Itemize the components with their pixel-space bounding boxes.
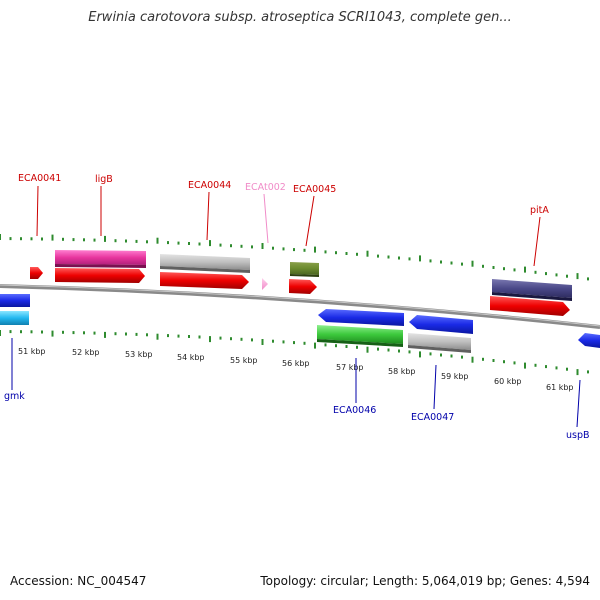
scale-label: 61 kbp xyxy=(546,383,574,392)
gene-label-ECAt002[interactable]: ECAt002 xyxy=(245,182,286,193)
scale-label: 54 kbp xyxy=(177,353,205,362)
scale-label: 52 kbp xyxy=(72,348,100,357)
gene-feature-ECA0047-lower[interactable] xyxy=(408,333,471,353)
gene-label-ECA0047[interactable]: ECA0047 xyxy=(411,412,454,423)
genome-backbone xyxy=(0,284,600,329)
scale-label: 56 kbp xyxy=(282,359,310,368)
inner-scale-ticks xyxy=(0,330,589,376)
gene-feature-ECA0044[interactable] xyxy=(160,272,249,289)
gene-feature-uspB[interactable] xyxy=(578,333,600,348)
scale-label: 51 kbp xyxy=(18,347,46,356)
scale-label: 60 kbp xyxy=(494,377,522,386)
gene-feature-ECA0047[interactable] xyxy=(409,315,473,334)
topology-text: Topology: circular; Length: 5,064,019 bp… xyxy=(260,574,590,588)
gene-label-ECA0041[interactable]: ECA0041 xyxy=(18,173,61,184)
gene-feature-pitA[interactable] xyxy=(492,279,572,301)
gene-feature-ECA0045-upper[interactable] xyxy=(290,262,319,277)
outer-scale-ticks xyxy=(0,234,589,281)
scale-label: 58 kbp xyxy=(388,367,416,376)
gene-label-pitA[interactable]: pitA xyxy=(530,205,549,216)
reverse-strand-features xyxy=(0,294,600,353)
gene-feature-ligB-cds[interactable] xyxy=(55,268,145,283)
gene-feature-ECA0046[interactable] xyxy=(318,309,404,326)
scale-label: 55 kbp xyxy=(230,356,258,365)
forward-strand-features xyxy=(30,250,572,316)
scale-label: 57 kbp xyxy=(336,363,364,372)
gene-feature-ECA0044-upper[interactable] xyxy=(160,254,250,273)
gene-feature-ECA0045[interactable] xyxy=(289,279,317,294)
gene-feature-gmk-lower[interactable] xyxy=(0,311,29,325)
gene-label-ECA0045[interactable]: ECA0045 xyxy=(293,184,336,195)
label-leaders xyxy=(11,185,581,428)
gene-labels: ECA0041 ligB ECA0044 ECAt002 ECA0045 pit… xyxy=(4,173,590,441)
gene-feature-pitA-cds[interactable] xyxy=(490,296,570,316)
gene-feature-ECA0041[interactable] xyxy=(30,267,43,279)
gene-feature-ligB[interactable] xyxy=(55,250,146,268)
gene-label-uspB[interactable]: uspB xyxy=(566,430,590,441)
gene-feature-ECAt002[interactable] xyxy=(262,278,268,290)
gene-feature-ECA0046-lower[interactable] xyxy=(317,325,403,347)
gene-label-ECA0046[interactable]: ECA0046 xyxy=(333,405,376,416)
gene-label-ECA0044[interactable]: ECA0044 xyxy=(188,180,231,191)
scale-labels: 51 kbp 52 kbp 53 kbp 54 kbp 55 kbp 56 kb… xyxy=(18,347,574,392)
gene-feature-gmk[interactable] xyxy=(0,294,30,307)
genome-backbone-highlight xyxy=(0,284,600,327)
scale-label: 59 kbp xyxy=(441,372,469,381)
map-title: Erwinia carotovora subsp. atroseptica SC… xyxy=(88,10,512,25)
accession-text: Accession: NC_004547 xyxy=(10,574,147,588)
scale-label: 53 kbp xyxy=(125,350,153,359)
gene-label-ligB[interactable]: ligB xyxy=(95,174,113,185)
gene-label-gmk[interactable]: gmk xyxy=(4,391,25,402)
